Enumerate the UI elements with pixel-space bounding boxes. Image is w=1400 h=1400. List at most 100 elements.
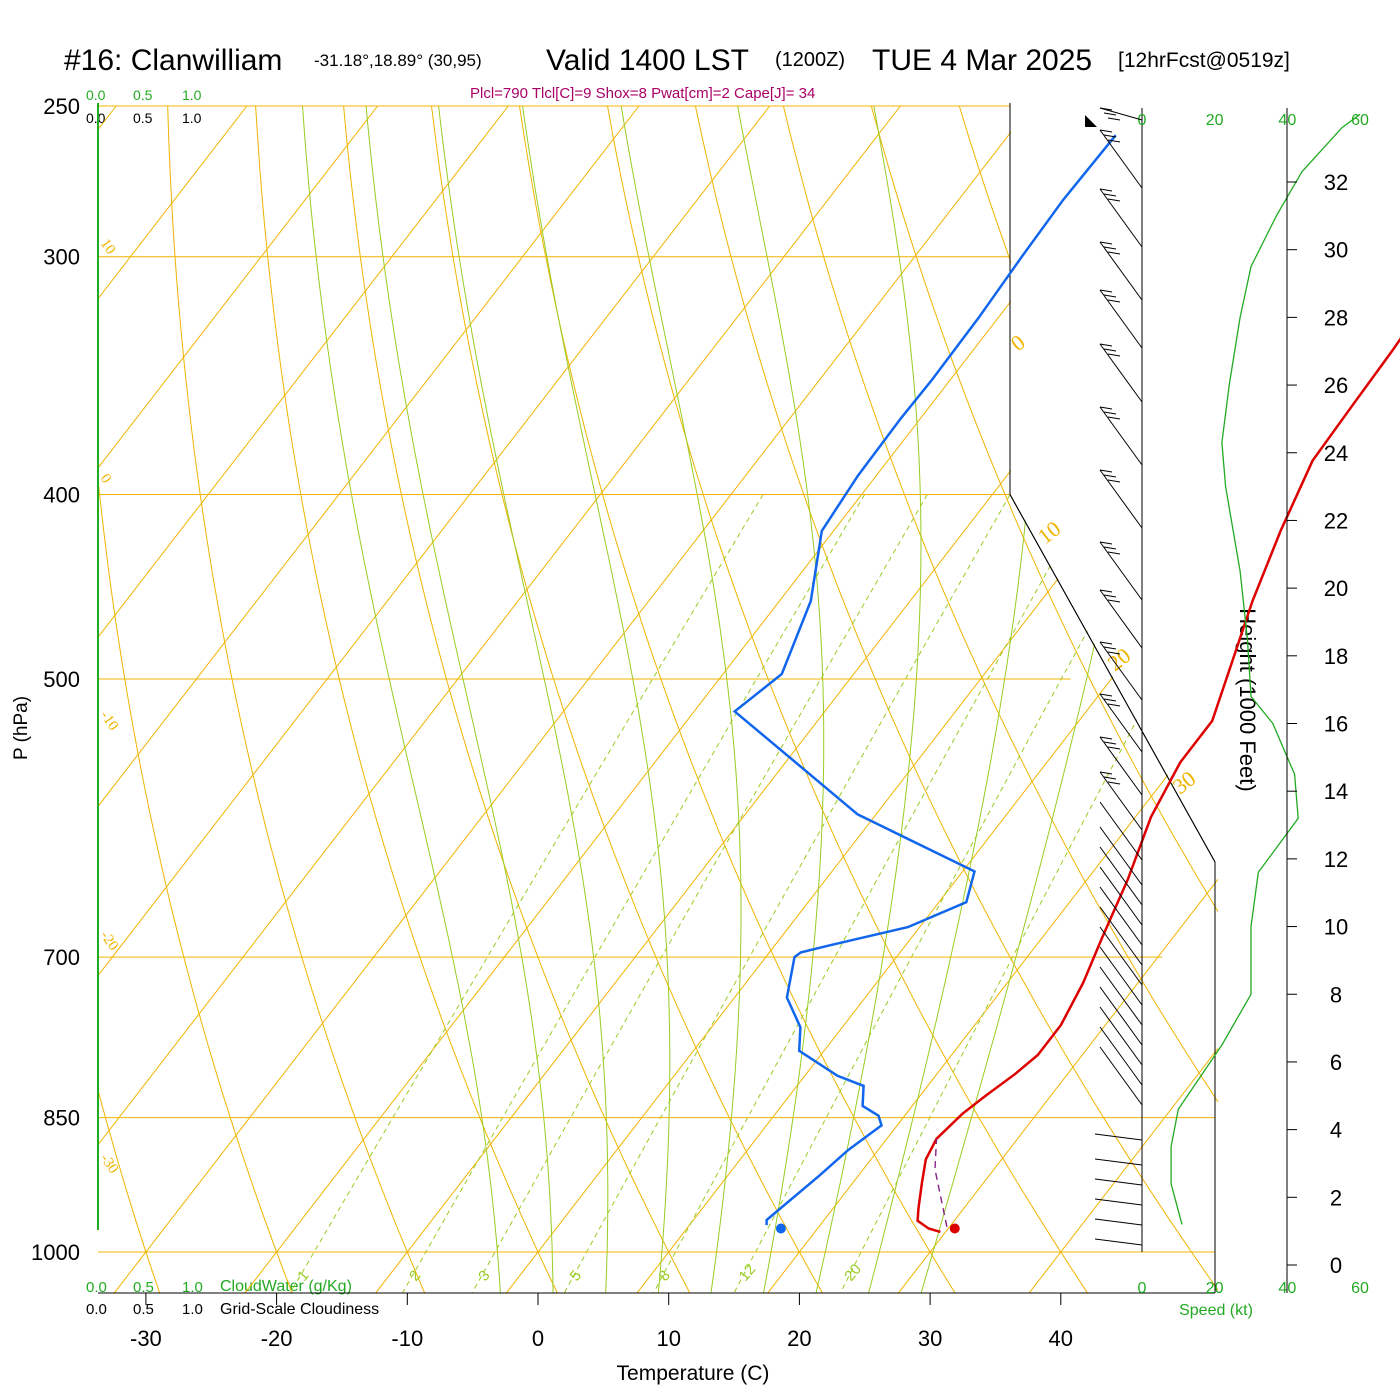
- height-tick-label: 10: [1324, 915, 1348, 940]
- wind-barb: [1099, 986, 1143, 1046]
- temperature-tick-label: 10: [656, 1326, 680, 1351]
- isotherm-line: [244, 105, 1163, 1293]
- wind-barb-feather: [1099, 736, 1113, 740]
- wind-speed-tick-bottom: 0: [1138, 1280, 1147, 1297]
- isotherm-line: [98, 105, 640, 808]
- wind-barb-feather: [1107, 299, 1121, 303]
- height-tick-label: 30: [1324, 238, 1348, 263]
- wind-barb: [1099, 693, 1143, 753]
- wind-barb-feather: [1103, 348, 1117, 352]
- wind-barb-feather: [1099, 406, 1113, 410]
- wind-barb: [1099, 188, 1143, 248]
- height-tick-label: 16: [1324, 712, 1348, 737]
- parcel-profile-line: [934, 1138, 948, 1227]
- wind-barb: [1099, 736, 1143, 796]
- wind-barb: [1094, 1158, 1143, 1166]
- wind-barb-feather: [1099, 693, 1113, 697]
- plot-frame: [97, 103, 1218, 1294]
- wind-barb: [1099, 771, 1143, 831]
- wind-barb-feather: [1099, 241, 1113, 245]
- wind-barb: [1099, 906, 1143, 966]
- wind-barb-feather: [1107, 746, 1121, 750]
- mixing-ratio-line: [471, 494, 928, 1293]
- wind-barb-feather: [1103, 594, 1117, 598]
- mixing-ratio-label: 5: [567, 1267, 585, 1284]
- y-axis-title: P (hPa): [11, 696, 32, 760]
- cloudiness-bottom-0: 0.0: [86, 1301, 107, 1318]
- height-tick-label: 6: [1330, 1050, 1342, 1075]
- cloudiness-bottom-1: 0.5: [133, 1301, 154, 1318]
- wind-barb: [1099, 469, 1143, 529]
- wind-barb: [1094, 1238, 1143, 1246]
- wind-barb: [1099, 866, 1143, 926]
- mixing-ratio-label: 20: [841, 1261, 865, 1285]
- wind-barb-feather: [1107, 651, 1121, 655]
- wind-barb-feather: [1103, 112, 1117, 116]
- wind-barb-feather: [1103, 294, 1117, 298]
- forecast-label: [12hrFcst@0519z]: [1118, 49, 1290, 72]
- height-tick-label: 4: [1330, 1118, 1342, 1143]
- wind-barb: [1094, 1218, 1143, 1226]
- wind-barb: [1099, 826, 1143, 886]
- moist-adiabat-line: [737, 105, 825, 1293]
- mixing-ratio-line: [563, 494, 1011, 1293]
- dry-adiabat-line: [607, 105, 1089, 1293]
- dry-adiabat-line: [782, 105, 1218, 1103]
- mixing-ratio-label: 8: [655, 1267, 673, 1284]
- plot-mask: [1011, 103, 1218, 861]
- temperature-profile-line: [916, 337, 1400, 1234]
- pressure-tick-label: 700: [43, 945, 80, 970]
- cloudiness-label: Grid-Scale Cloudiness: [220, 1301, 379, 1318]
- wind-barb: [1099, 406, 1143, 466]
- plot-boundary-edge: [1009, 103, 1216, 863]
- wind-barb: [1099, 1046, 1143, 1106]
- zulu-time: (1200Z): [775, 49, 845, 71]
- height-tick-label: 0: [1330, 1253, 1342, 1278]
- wind-barb: [1099, 107, 1143, 121]
- temperature-tick-label: -30: [130, 1326, 162, 1351]
- pressure-tick-label: 250: [43, 94, 80, 119]
- moist-adiabat-line: [522, 105, 671, 1293]
- wind-barb-feather: [1099, 129, 1113, 133]
- wind-barb-feather: [1099, 589, 1113, 593]
- cloudwater-bottom-0: 0.0: [86, 1279, 107, 1296]
- wind-barb-feather: [1107, 479, 1121, 483]
- moist-adiabat-line: [438, 105, 609, 1293]
- wind-barb-feather: [1099, 771, 1113, 775]
- isotherm-label: 10: [97, 236, 119, 257]
- wind-barb-feather: [1103, 646, 1117, 650]
- wind-barb-feather: [1107, 416, 1121, 420]
- pressure-ticks: 250 300 400 500 700 850 1000: [31, 94, 80, 1265]
- cloudwater-scale-top: 0.0 0.5 1.0 0.0 0.5 1.0: [86, 87, 202, 126]
- height-tick-label: 12: [1324, 847, 1348, 872]
- wind-barb-feather: [1103, 776, 1117, 780]
- wind-barb-feather: [1107, 551, 1121, 555]
- station-coords: -31.18°,18.89° (30,95): [314, 51, 482, 70]
- wind-barb-feather: [1099, 289, 1113, 293]
- height-tick-label: 20: [1324, 576, 1348, 601]
- dry-adiabat-line: [1311, 106, 1400, 1300]
- wind-barb-feather: [1103, 698, 1117, 702]
- wind-barb-feather: [1099, 107, 1113, 111]
- dewpoint-profile-line: [732, 134, 1117, 1226]
- isotherm-line: [113, 105, 1032, 1293]
- cloudwater-top-0: 0.0: [86, 87, 106, 103]
- dry-adiabat-line: [870, 105, 1218, 913]
- cloudiness-bottom-2: 1.0: [182, 1301, 203, 1318]
- height-tick-label: 18: [1324, 644, 1348, 669]
- height-tick-label: 22: [1324, 508, 1348, 533]
- wind-speed-tick-bottom: 60: [1351, 1280, 1369, 1297]
- mixing-ratio-line: [652, 494, 1091, 1293]
- dry-adiabat-line: [98, 474, 293, 1293]
- height-tick-label: 8: [1330, 982, 1342, 1007]
- wind-speed-axis-title: Speed (kt): [1179, 1302, 1253, 1319]
- pressure-tick-label: 500: [43, 667, 80, 692]
- valid-time: Valid 1400 LST: [546, 44, 749, 77]
- moist-adiabat-line: [302, 105, 501, 1293]
- wind-speed-tick-top: 60: [1351, 112, 1369, 129]
- wind-barb-feather: [1107, 139, 1121, 143]
- wind-barb-feather: [1099, 469, 1113, 473]
- wind-barb: [1099, 541, 1143, 601]
